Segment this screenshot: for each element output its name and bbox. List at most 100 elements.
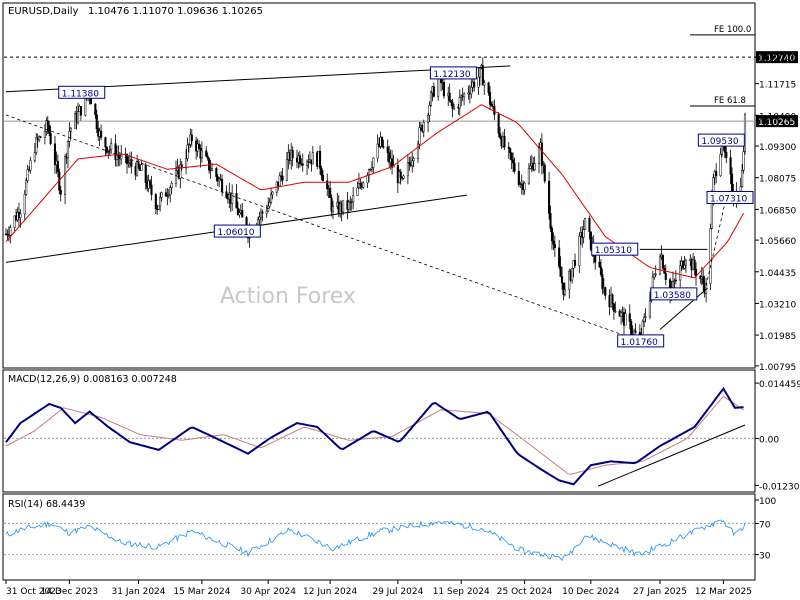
candle-body — [39, 136, 42, 138]
candle-body — [674, 279, 677, 282]
candle-body — [278, 175, 281, 187]
candle-body — [169, 187, 172, 196]
candle-body — [331, 206, 335, 212]
time-tick-label: 11 Sep 2024 — [433, 587, 490, 597]
candle-body — [578, 235, 581, 266]
candle-body — [115, 154, 118, 160]
candle-body — [380, 136, 384, 147]
candle-body — [285, 159, 288, 181]
candle-body — [725, 152, 728, 158]
time-tick-label: 15 Mar 2024 — [173, 587, 230, 597]
price-tick-label: 1.09300 — [759, 143, 796, 153]
candle-body — [412, 158, 415, 162]
candle-body — [265, 210, 268, 214]
candle-body — [170, 182, 173, 188]
candle-body — [584, 217, 587, 230]
candle-body — [197, 143, 201, 149]
candle-body — [679, 265, 682, 281]
candle-body — [120, 154, 123, 160]
candle-body — [231, 193, 234, 204]
candle-body — [684, 260, 687, 266]
candle-body — [236, 207, 239, 216]
candle-body — [117, 154, 120, 158]
price-panel-frame — [2, 2, 756, 369]
candle-body — [661, 255, 664, 269]
candle-body — [601, 274, 604, 290]
candle-body — [347, 201, 350, 210]
candle-body — [104, 137, 107, 148]
candle-body — [144, 164, 147, 184]
candle-body — [553, 244, 556, 249]
candle-body — [620, 312, 623, 317]
candle-body — [641, 321, 644, 337]
candle-body — [429, 92, 433, 106]
candle-body — [49, 133, 52, 145]
rsi-line — [5, 519, 746, 562]
key-level-label: 1.05310 — [595, 246, 632, 256]
key-level-box — [706, 190, 754, 204]
candle-body — [225, 191, 228, 198]
candle-body — [651, 276, 654, 290]
candle-body — [552, 240, 555, 245]
key-level-label: 1.06010 — [217, 228, 254, 238]
candle-body — [291, 149, 294, 159]
candle-body — [258, 216, 261, 220]
candle-body — [167, 194, 170, 196]
key-level-box — [58, 85, 106, 99]
last-price-tag-label: 1.10265 — [758, 118, 795, 128]
rsi-tick-label: 70 — [759, 520, 771, 530]
candle-body — [53, 143, 57, 166]
candle-body — [9, 227, 12, 236]
candle-body — [359, 183, 362, 186]
candle-body — [402, 175, 405, 179]
candle-body — [549, 213, 552, 229]
candle-body — [179, 164, 182, 179]
time-tick-label: 29 Jul 2024 — [372, 587, 423, 597]
candle-body — [154, 194, 157, 210]
candle-body — [76, 111, 80, 123]
candle-body — [200, 150, 203, 159]
candle-body — [527, 168, 530, 184]
candle-body — [23, 194, 26, 215]
key-level-box — [650, 287, 698, 301]
axes: 1.12740 1.11715 1.10490 1.09300 1.08075 1.068… — [5, 54, 800, 597]
candle-body — [43, 131, 46, 138]
falling-dashed-trendline — [5, 114, 640, 342]
candle-body — [352, 195, 355, 202]
candle-body — [350, 201, 353, 203]
candle-body — [510, 152, 513, 161]
candle-body — [589, 231, 592, 250]
candle-body — [26, 169, 29, 181]
candle-body — [730, 173, 734, 192]
candle-body — [702, 276, 705, 284]
candle-body — [382, 146, 385, 148]
key-level-box — [429, 66, 477, 80]
candle-body — [561, 276, 564, 284]
candle-body — [693, 259, 696, 270]
candle-body — [95, 114, 98, 129]
candle-body — [416, 143, 420, 159]
key-level-box — [697, 133, 745, 147]
price-tick-label: 1.10490 — [759, 112, 796, 122]
candle-body — [59, 189, 62, 195]
candle-body — [301, 163, 304, 166]
candle-body — [451, 102, 454, 109]
macd-tick-label: 0.00 — [759, 435, 779, 445]
time-tick-label: 25 Oct 2024 — [497, 587, 553, 597]
candle-body — [537, 147, 541, 164]
candle-body — [185, 158, 188, 169]
candle-body — [497, 114, 500, 134]
candle-body — [477, 76, 480, 88]
candle-body — [588, 217, 591, 233]
candle-body — [376, 143, 379, 159]
candle-body — [529, 165, 532, 169]
candle-body — [46, 120, 49, 126]
price-plot: 1.12740 FE 100.0 FE 61.8 1.10265 1.11380 1.12… — [4, 25, 798, 348]
key-level-box — [213, 224, 261, 238]
candle-body — [604, 287, 607, 296]
candle-body — [599, 266, 602, 275]
candle-body — [362, 182, 365, 188]
level-tag-bg — [756, 51, 798, 64]
time-tick-label: 10 Dec 2024 — [562, 587, 620, 597]
